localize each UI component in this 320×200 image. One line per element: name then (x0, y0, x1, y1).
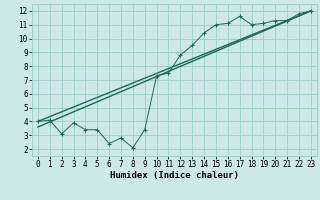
X-axis label: Humidex (Indice chaleur): Humidex (Indice chaleur) (110, 171, 239, 180)
